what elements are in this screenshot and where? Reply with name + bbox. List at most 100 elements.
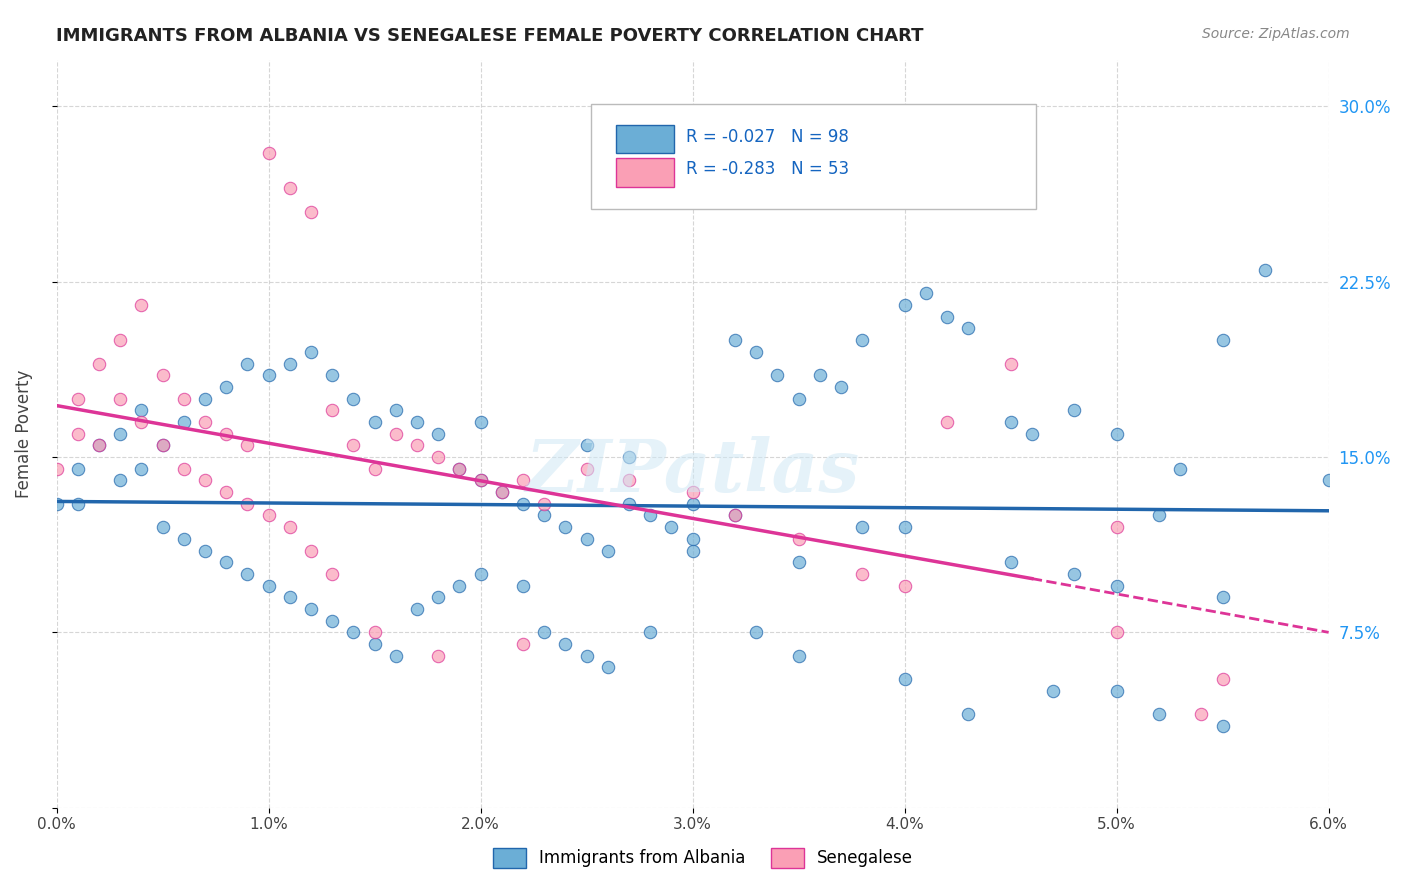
Point xyxy=(194,392,217,406)
Point xyxy=(321,614,343,628)
Point xyxy=(1168,461,1191,475)
Point xyxy=(1105,426,1128,441)
Point xyxy=(45,461,67,475)
Point xyxy=(66,426,89,441)
Point xyxy=(1212,672,1234,686)
Point xyxy=(363,637,385,651)
Point xyxy=(110,392,132,406)
Point xyxy=(936,415,959,429)
Point xyxy=(449,578,471,592)
Point xyxy=(893,672,915,686)
Point xyxy=(131,403,153,417)
Point xyxy=(406,438,429,452)
Text: R = -0.027   N = 98: R = -0.027 N = 98 xyxy=(686,128,849,145)
Point xyxy=(682,485,704,500)
Point xyxy=(617,450,640,464)
Text: Source: ZipAtlas.com: Source: ZipAtlas.com xyxy=(1202,27,1350,41)
Text: R = -0.283   N = 53: R = -0.283 N = 53 xyxy=(686,160,849,178)
Point xyxy=(682,532,704,546)
Point xyxy=(661,520,683,534)
Point xyxy=(893,520,915,534)
Point xyxy=(1254,263,1277,277)
Point xyxy=(787,392,810,406)
Point xyxy=(1000,415,1022,429)
Point xyxy=(131,298,153,312)
Point xyxy=(342,438,364,452)
Point xyxy=(1360,672,1382,686)
Point xyxy=(1063,566,1085,581)
Point xyxy=(131,415,153,429)
Point xyxy=(194,474,217,488)
Point xyxy=(215,426,238,441)
Point xyxy=(66,392,89,406)
Point xyxy=(596,660,619,674)
Point xyxy=(1147,508,1170,523)
Point xyxy=(745,625,768,640)
Text: IMMIGRANTS FROM ALBANIA VS SENEGALESE FEMALE POVERTY CORRELATION CHART: IMMIGRANTS FROM ALBANIA VS SENEGALESE FE… xyxy=(56,27,924,45)
Point xyxy=(512,637,534,651)
Point xyxy=(215,485,238,500)
Point xyxy=(787,532,810,546)
Point xyxy=(1191,707,1213,722)
Point xyxy=(299,344,322,359)
Point xyxy=(512,497,534,511)
Point xyxy=(152,438,174,452)
Point xyxy=(363,461,385,475)
Point xyxy=(257,578,280,592)
Point xyxy=(1105,683,1128,698)
Point xyxy=(936,310,959,324)
Point xyxy=(787,555,810,569)
Point xyxy=(427,426,450,441)
Point xyxy=(194,415,217,429)
Point xyxy=(533,497,555,511)
Point xyxy=(638,625,661,640)
Point xyxy=(470,474,492,488)
Point xyxy=(236,357,259,371)
Point xyxy=(745,344,768,359)
Point xyxy=(575,648,598,663)
Point xyxy=(512,578,534,592)
Point xyxy=(1042,683,1064,698)
Point xyxy=(173,415,195,429)
Point xyxy=(449,461,471,475)
Point xyxy=(173,392,195,406)
Point xyxy=(131,461,153,475)
Point xyxy=(173,532,195,546)
Point xyxy=(957,707,980,722)
Point xyxy=(724,508,747,523)
Point xyxy=(638,508,661,523)
Point xyxy=(257,368,280,383)
Point xyxy=(363,415,385,429)
Point xyxy=(152,520,174,534)
Point xyxy=(110,474,132,488)
Point xyxy=(66,461,89,475)
Point xyxy=(363,625,385,640)
Point xyxy=(808,368,831,383)
Y-axis label: Female Poverty: Female Poverty xyxy=(15,369,32,498)
Point xyxy=(215,555,238,569)
Point xyxy=(342,392,364,406)
Point xyxy=(236,438,259,452)
Point xyxy=(321,403,343,417)
FancyBboxPatch shape xyxy=(591,104,1036,210)
Point xyxy=(512,474,534,488)
Point xyxy=(1105,578,1128,592)
Point xyxy=(236,566,259,581)
Point xyxy=(491,485,513,500)
Point xyxy=(299,204,322,219)
Point xyxy=(173,461,195,475)
Point xyxy=(957,321,980,335)
Point xyxy=(766,368,789,383)
Legend: Immigrants from Albania, Senegalese: Immigrants from Albania, Senegalese xyxy=(486,841,920,875)
Point xyxy=(87,438,110,452)
Point xyxy=(110,426,132,441)
Point xyxy=(1021,426,1043,441)
Point xyxy=(1212,591,1234,605)
Point xyxy=(682,497,704,511)
Point xyxy=(617,474,640,488)
Point xyxy=(342,625,364,640)
Point xyxy=(1063,403,1085,417)
Point xyxy=(1212,719,1234,733)
Point xyxy=(385,426,408,441)
Point xyxy=(533,625,555,640)
